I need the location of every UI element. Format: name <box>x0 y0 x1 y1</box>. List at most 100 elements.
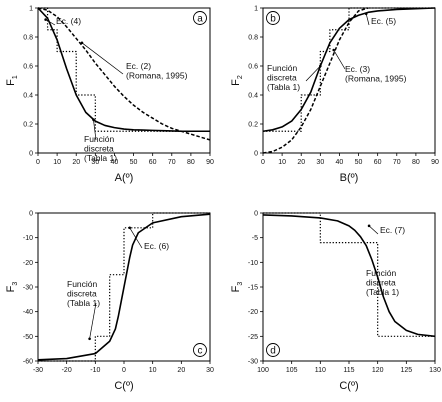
panel-badge-letter: a <box>197 13 203 24</box>
annotation-line: Función <box>366 268 397 278</box>
panel-badge-circle <box>193 343 207 357</box>
y-tick-label: 0.6 <box>248 64 258 71</box>
x-tick-label: 130 <box>429 367 441 374</box>
y-tick-label: 0.2 <box>248 122 258 129</box>
y-tick-label: 0 <box>254 211 258 218</box>
annotation-line: Ec. (4) <box>56 16 81 26</box>
x-tick-label: 0 <box>261 159 265 166</box>
x-tick-label: 100 <box>257 367 269 374</box>
annotation-line: discreta <box>267 73 297 83</box>
annotation-line: (Tabla 1) <box>67 298 100 308</box>
x-tick-label: 50 <box>355 159 363 166</box>
x-tick-label: 10 <box>278 159 286 166</box>
annotation-leader-dot <box>88 337 91 341</box>
series-line-dotted <box>263 7 435 132</box>
y-tick-label: 1 <box>29 6 33 13</box>
x-tick-label: -30 <box>33 367 43 374</box>
y-tick-label: -50 <box>23 334 33 341</box>
series-line-dashed <box>263 7 369 154</box>
y-tick-label: -30 <box>248 359 258 366</box>
x-tick-label: 10 <box>53 159 61 166</box>
y-tick-label: -25 <box>248 334 258 341</box>
chart-panel-d: 100 105 110 115 120 125 130 -30 -25 -20 -15 -10 -5 0 C… <box>230 211 441 393</box>
annotation-leader <box>89 302 97 339</box>
y-tick-label: -60 <box>23 359 33 366</box>
y-tick-label: 0.4 <box>248 93 258 100</box>
annotation-leader-dot <box>128 226 132 230</box>
y-tick-label: 0.6 <box>23 64 33 71</box>
y-tick-label: -5 <box>252 235 258 242</box>
x-tick-label: 20 <box>72 159 80 166</box>
x-tick-label: 60 <box>374 159 382 166</box>
y-tick-label: 0.8 <box>248 35 258 42</box>
panel-badge-letter: b <box>270 13 276 24</box>
annotation-label: Función discreta (Tabla 1) <box>267 63 300 92</box>
x-tick-label: 80 <box>187 159 195 166</box>
y-tick-label: 0 <box>29 151 33 158</box>
annotation-leader-dot <box>367 224 371 228</box>
panel-badge-circle <box>193 11 207 25</box>
x-tick-label: -10 <box>90 367 100 374</box>
y-tick-label: -10 <box>23 235 33 242</box>
y-tick-label: 0 <box>254 151 258 158</box>
annotation-leader <box>365 13 370 26</box>
annotation-leader <box>368 225 379 235</box>
x-tick-label: 40 <box>336 159 344 166</box>
x-tick-label: 90 <box>206 159 214 166</box>
annotation-leader-dot <box>44 18 47 21</box>
x-tick-label: 70 <box>393 159 401 166</box>
x-tick-label: 70 <box>168 159 176 166</box>
x-tick-label: 105 <box>286 367 298 374</box>
annotation-leader-dot <box>319 64 322 68</box>
annotation-label: Ec. (4) <box>56 16 81 26</box>
x-tick-label: 40 <box>111 159 119 166</box>
annotation-leader <box>93 119 97 141</box>
y-axis-label-subscript: 3 <box>237 282 244 286</box>
y-tick-label: -40 <box>23 309 33 316</box>
x-tick-label: 80 <box>412 159 420 166</box>
series-line-solid <box>263 214 435 338</box>
x-tick-label: 30 <box>91 159 99 166</box>
series-group <box>38 7 210 141</box>
annotation-line: Ec. (3) <box>345 64 370 74</box>
annotation-line: Ec. (5) <box>371 16 396 26</box>
annotation-label: Ec. (2) (Romana, 1995) <box>126 61 188 81</box>
x-tick-label: 0 <box>36 159 40 166</box>
annotation-label: Función discreta (Tabla 1) <box>67 279 100 308</box>
chart-panel-c: -30 -20 -10 0 10 20 30 -60 -50 -40 -30 -20 -10 0 C(º) F… <box>5 211 214 393</box>
x-tick-label: 30 <box>316 159 324 166</box>
series-group <box>263 212 435 338</box>
panel-badge-letter: d <box>270 345 276 356</box>
annotation-label: Ec. (3) (Romana, 1995) <box>345 64 407 84</box>
annotation-line: Función <box>67 279 98 289</box>
y-axis-label: F3 <box>5 282 19 293</box>
series-group <box>263 7 435 154</box>
y-axis-label: F3 <box>230 282 244 293</box>
plot-frame <box>262 212 436 362</box>
y-axis-label: F2 <box>230 75 244 86</box>
annotation-label: Función discreta (Tabla 1) <box>366 268 399 297</box>
annotation-leader-dot <box>92 118 95 121</box>
annotation-leader <box>45 19 56 26</box>
x-tick-label: -20 <box>62 367 72 374</box>
annotation-label: Ec. (6) <box>144 241 169 251</box>
annotation-label: Función discreta (Tabla 1) <box>84 134 117 163</box>
annotation-line: discreta <box>84 144 114 154</box>
x-axis-label: B(º) <box>340 172 359 184</box>
x-tick-label: 110 <box>315 367 326 374</box>
plot-frame <box>37 7 211 154</box>
x-tick-label: 90 <box>431 159 439 166</box>
annotation-line: Ec. (6) <box>144 241 169 251</box>
annotation-line: (Romana, 1995) <box>126 71 188 81</box>
panel-badge-circle <box>266 11 280 25</box>
y-axis-label-subscript: 2 <box>237 75 244 79</box>
annotation-line: Ec. (2) <box>126 61 151 71</box>
x-tick-label: 20 <box>177 367 185 374</box>
annotation-label: Ec. (5) <box>371 16 396 26</box>
annotation-line: Función <box>267 63 298 73</box>
annotation-line: (Romana, 1995) <box>345 74 407 84</box>
panel-badge-circle <box>266 343 280 357</box>
annotation-line: Función <box>84 134 115 144</box>
y-tick-label: -10 <box>248 260 258 267</box>
